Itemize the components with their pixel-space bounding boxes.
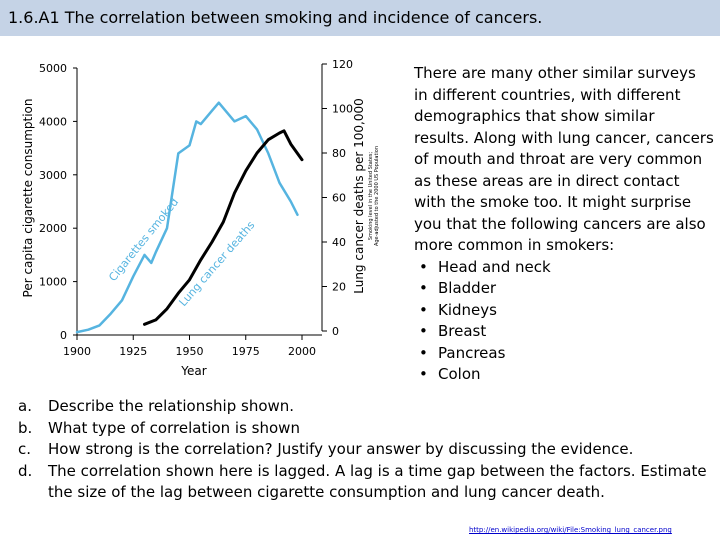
intro-text: There are many other similar surveys in …: [414, 64, 714, 254]
x-tick-label: 1950: [176, 345, 204, 358]
question-letter: d.: [18, 461, 33, 480]
list-item: Colon: [414, 364, 714, 386]
question-text: The correlation shown here is lagged. A …: [48, 461, 707, 502]
series-lines: [75, 101, 304, 334]
right-tick-label: 0: [332, 325, 339, 338]
list-item: Kidneys: [414, 300, 714, 322]
x-ticks: 1900 1925 1950 1975 2000: [63, 335, 316, 358]
question-text: How strong is the correlation? Justify y…: [48, 440, 634, 458]
question-a: a. Describe the relationship shown.: [18, 396, 708, 418]
list-item: Head and neck: [414, 257, 714, 279]
left-tick-label: 1000: [39, 276, 67, 289]
right-ticks: 0 20 40 60 80 100 120: [322, 58, 353, 338]
question-letter: b.: [18, 418, 33, 437]
right-tick-label: 80: [332, 147, 346, 160]
list-item: Bladder: [414, 278, 714, 300]
questions-list: a. Describe the relationship shown. b. Wha…: [18, 396, 708, 504]
question-letter: c.: [18, 440, 32, 458]
left-tick-label: 0: [60, 329, 67, 342]
series-label-cigarettes: Cigarettes smoked: [106, 196, 181, 284]
left-tick-label: 3000: [39, 169, 67, 182]
question-text: Describe the relationship shown.: [48, 397, 295, 415]
left-tick-label: 5000: [39, 62, 67, 75]
right-tick-label: 20: [332, 281, 346, 294]
question-letter: a.: [18, 397, 32, 415]
right-tick-label: 60: [332, 192, 346, 205]
source-link[interactable]: http://en.wikipedia.org/wiki/File:Smokin…: [469, 526, 672, 534]
right-tick-label: 120: [332, 58, 353, 71]
right-axis-note-2: Age-adjusted to the 2000 US Population: [374, 146, 380, 246]
x-tick-label: 1925: [119, 345, 147, 358]
left-ticks: 0 1000 2000 3000 4000 5000: [39, 62, 77, 342]
info-panel: There are many other similar surveys in …: [414, 63, 714, 386]
left-axis-label: Per capita cigarette consumption: [21, 99, 35, 298]
list-item: Pancreas: [414, 343, 714, 365]
x-tick-label: 1975: [232, 345, 260, 358]
chart: 0 1000 2000 3000 4000 5000 0 20 40 60 80 100 120 19…: [21, 58, 380, 378]
page-title: 1.6.A1 The correlation between smoking a…: [8, 8, 543, 27]
right-axis-note-1: Smoking level in the United States;: [368, 152, 374, 241]
x-axis-label: Year: [180, 364, 206, 378]
title-bar: 1.6.A1 The correlation between smoking a…: [0, 0, 720, 36]
left-tick-label: 4000: [39, 115, 67, 128]
right-tick-label: 40: [332, 236, 346, 249]
series-line-lung-cancer: [143, 129, 304, 326]
list-item: Breast: [414, 321, 714, 343]
question-d: d. The correlation shown here is lagged. …: [18, 461, 708, 504]
x-tick-label: 1900: [63, 345, 91, 358]
cancer-list: Head and neck Bladder Kidneys Breast Pan…: [414, 257, 714, 386]
question-text: What type of correlation is shown: [48, 418, 300, 437]
question-c: c. How strong is the correlation? Justify…: [18, 439, 708, 461]
x-tick-label: 2000: [288, 345, 316, 358]
left-tick-label: 2000: [39, 222, 67, 235]
question-b: b. What type of correlation is shown: [18, 418, 708, 440]
right-axis-label: Lung cancer deaths per 100,000: [352, 98, 366, 294]
series-line-cigarettes: [75, 101, 299, 334]
right-tick-label: 100: [332, 103, 353, 116]
